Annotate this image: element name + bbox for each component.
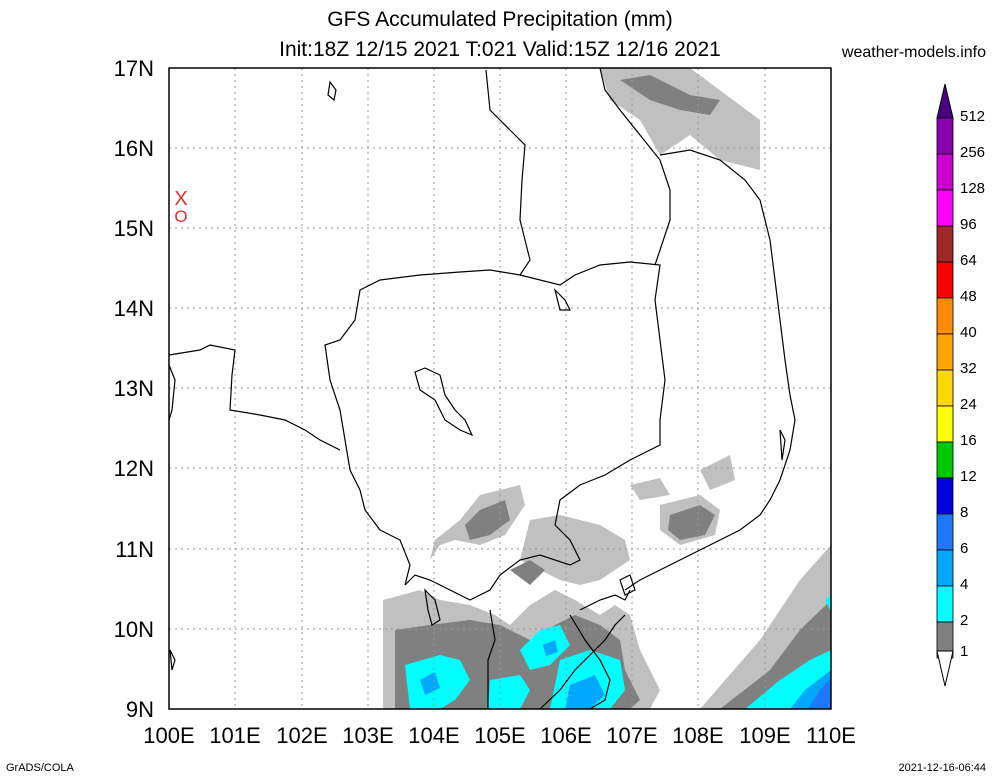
colorbar-label: 48 [960, 288, 977, 305]
lat-label: 10N [113, 617, 154, 642]
colorbar-label: 128 [960, 180, 986, 197]
colorbar-label: 4 [960, 576, 969, 593]
colorbar-cell [936, 225, 954, 263]
colorbar-cell [936, 585, 954, 623]
lon-label: 101E [209, 723, 261, 748]
colorbar [936, 83, 954, 687]
colorbar-cell [936, 333, 954, 371]
map-title: GFS Accumulated Precipitation (mm) [327, 8, 673, 31]
lat-label: 11N [115, 537, 154, 562]
colorbar-cell [936, 441, 954, 479]
colorbar-label: 2 [960, 612, 969, 629]
colorbar-label: 24 [960, 396, 977, 413]
lat-label: 17N [113, 56, 154, 81]
plot-frame [168, 67, 832, 710]
lat-label: 16N [113, 136, 154, 161]
marker-o: O [174, 207, 187, 226]
gridlines [169, 68, 831, 709]
lon-label: 109E [739, 723, 791, 748]
lon-label: 104E [408, 723, 460, 748]
colorbar-label: 16 [960, 432, 977, 449]
lat-label: 12N [113, 456, 154, 481]
marker-x: X [174, 188, 187, 210]
colorbar-cell [936, 261, 954, 299]
colorbar-label: 12 [960, 468, 977, 485]
lon-label: 110E [806, 723, 856, 748]
footer-software: GrADS/COLA [6, 762, 74, 774]
lat-label: 15N [113, 216, 154, 241]
colorbar-label: 512 [960, 108, 986, 125]
colorbar-label: 32 [960, 360, 977, 377]
lon-label: 100E [143, 723, 195, 748]
colorbar-label: 64 [960, 252, 977, 269]
lon-label: 108E [672, 723, 724, 748]
location-markers: X O [174, 188, 187, 226]
lon-label: 103E [342, 723, 394, 748]
colorbar-label: 256 [960, 144, 986, 161]
colorbar-cell [936, 369, 954, 407]
lon-label: 105E [474, 723, 526, 748]
colorbar-label: 8 [960, 504, 969, 521]
colorbar-cell [936, 189, 954, 227]
colorbar-label: 1 [960, 643, 969, 660]
colorbar-label: 40 [960, 324, 977, 341]
map-subtitle: Init:18Z 12/15 2021 T:021 Valid:15Z 12/1… [279, 38, 721, 61]
colorbar-cell [936, 297, 954, 335]
footer-timestamp: 2021-12-16-06:44 [898, 762, 986, 774]
colorbar-cell [936, 477, 954, 515]
site-label: weather-models.info [841, 44, 986, 61]
lon-label: 102E [276, 723, 328, 748]
lat-label: 9N [125, 697, 154, 722]
colorbar-cell [936, 405, 954, 443]
colorbar-bottom-arrow [936, 650, 954, 687]
lat-label: 13N [113, 376, 154, 401]
lon-label: 106E [540, 723, 592, 748]
colorbar-label: 96 [960, 216, 977, 233]
borders-coastlines [168, 67, 796, 710]
colorbar-cell [936, 513, 954, 551]
map-plot-area: X O [168, 67, 832, 710]
lon-label: 107E [606, 723, 658, 748]
lat-label: 14N [113, 296, 154, 321]
colorbar-cell [936, 153, 954, 191]
colorbar-cell [936, 117, 954, 155]
colorbar-top-arrow [936, 83, 954, 119]
colorbar-label: 6 [960, 540, 969, 557]
colorbar-cell [936, 549, 954, 587]
precip-shading [383, 68, 831, 709]
